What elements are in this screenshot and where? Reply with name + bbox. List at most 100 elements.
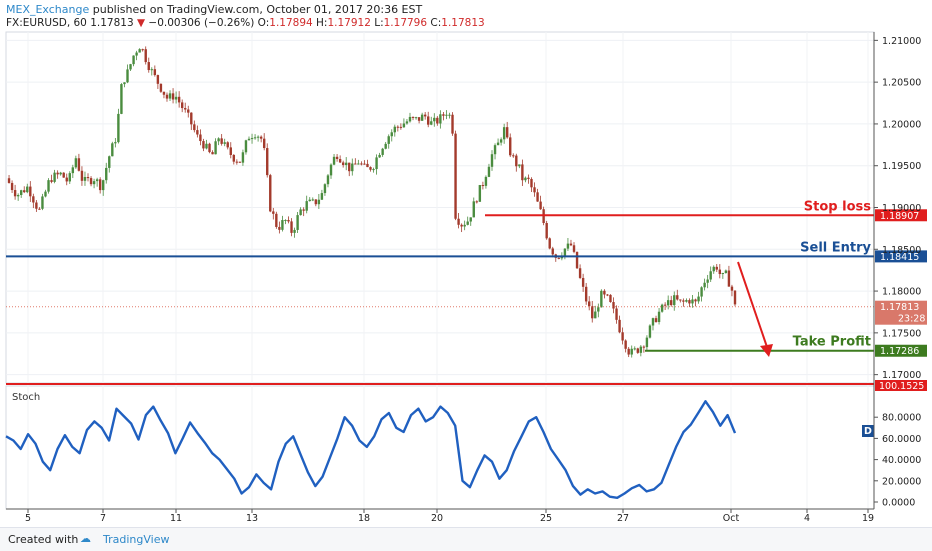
candle-body <box>509 137 512 156</box>
candle-body <box>86 177 90 179</box>
countdown-label: 23:28 <box>898 314 925 325</box>
candle-body <box>89 178 93 185</box>
candle-body <box>405 121 409 124</box>
candle-body <box>80 170 84 181</box>
time-tick-label: 7 <box>100 513 106 524</box>
candle-body <box>105 167 108 181</box>
price-tick-label: 1.19500 <box>882 161 921 172</box>
candle-body <box>23 190 26 193</box>
candle-body <box>132 55 135 65</box>
candle-body <box>341 162 345 166</box>
time-tick-label: 20 <box>431 513 443 524</box>
candle-body <box>427 116 430 125</box>
candle-body <box>266 148 269 176</box>
candle-body <box>92 181 96 185</box>
candle-body <box>10 182 14 191</box>
tradingview-logo-icon[interactable]: ☁ <box>80 532 91 545</box>
level-price-badge <box>875 344 927 357</box>
candle-body <box>156 75 160 84</box>
price-tick-label: 1.21000 <box>882 36 921 47</box>
candle-body <box>660 304 664 312</box>
candle-body <box>475 201 479 203</box>
stoch-top-badge <box>875 380 927 391</box>
down-arrow-icon: ▼ <box>136 17 146 29</box>
candle-body <box>524 177 527 181</box>
candle-body <box>685 300 688 302</box>
candle-body <box>387 136 390 144</box>
candle-body <box>527 177 530 179</box>
change-value: −0.00306 (−0.26%) <box>148 17 255 29</box>
candle-body <box>311 199 314 201</box>
candle-body <box>53 172 56 182</box>
candle-body <box>302 209 305 211</box>
candle-body <box>138 49 141 53</box>
stoch-tick-label: 60.0000 <box>882 434 921 445</box>
candle-body <box>697 296 700 302</box>
level-name: Sell Entry <box>800 240 871 255</box>
candle-body <box>259 136 263 139</box>
candle-body <box>670 300 673 306</box>
candle-body <box>165 94 169 99</box>
price-chart[interactable]: Stop loss 1.18907 Sell Entry 1.18415 Take Pr… <box>0 0 932 527</box>
candle-body <box>174 96 178 100</box>
candle-body <box>381 148 384 155</box>
candle-body <box>657 311 661 323</box>
candle-body <box>275 213 278 227</box>
price-tick-label: 1.18000 <box>882 287 921 298</box>
candle-body <box>581 277 585 287</box>
candle-body <box>47 180 50 192</box>
candle-body <box>533 187 536 193</box>
tradingview-brand[interactable]: TradingView <box>103 533 170 546</box>
candle-body <box>551 248 554 255</box>
candle-body <box>232 154 236 162</box>
candle-body <box>250 138 254 140</box>
candle-body <box>603 290 606 295</box>
candle-body <box>694 299 697 302</box>
footer: Created with ☁ TradingView <box>0 527 932 551</box>
candle-body <box>575 251 579 269</box>
candle-body <box>114 142 117 144</box>
candle-body <box>144 49 147 63</box>
candle-body <box>220 138 223 144</box>
candle-body <box>326 175 330 185</box>
candle-body <box>436 117 439 124</box>
candle-body <box>499 139 503 143</box>
candle-body <box>706 279 709 283</box>
candle-body <box>171 93 175 100</box>
candle-body <box>515 155 518 167</box>
candle-body <box>402 123 406 128</box>
candle-body <box>645 337 649 348</box>
levels: Stop loss 1.18907 Sell Entry 1.18415 Take Pr… <box>6 199 927 357</box>
publisher-name[interactable]: MEX_Exchange <box>6 3 90 16</box>
candle-body <box>502 127 506 140</box>
candle-body <box>572 245 576 252</box>
candle-body <box>521 164 524 181</box>
candle-body <box>733 290 737 305</box>
time-tick-label: 13 <box>246 513 258 524</box>
candle-body <box>663 304 667 306</box>
candle-body <box>211 152 214 155</box>
level-name: Stop loss <box>804 199 871 214</box>
candle-body <box>241 152 245 163</box>
candle-body <box>187 109 190 113</box>
current-price-label: 1.17813 <box>880 302 919 313</box>
candle-body <box>417 117 421 121</box>
candle-body <box>682 300 685 302</box>
candle-body <box>430 121 433 125</box>
candle-body <box>621 332 624 341</box>
candle-body <box>378 154 381 158</box>
candle-body <box>433 117 436 122</box>
time-tick-label: 18 <box>358 513 370 524</box>
candle-body <box>214 141 217 155</box>
open-label: O: <box>257 17 270 29</box>
candle-body <box>335 156 339 160</box>
candle-body <box>481 185 485 187</box>
level-price-label: 1.18907 <box>880 211 919 222</box>
candle-body <box>484 176 488 186</box>
price-tick-label: 1.17500 <box>882 328 921 339</box>
projection-arrow <box>737 261 769 351</box>
candle-body <box>278 226 281 230</box>
candle-body <box>411 116 415 118</box>
candle-body <box>65 177 68 182</box>
stoch-pane <box>5 385 875 510</box>
